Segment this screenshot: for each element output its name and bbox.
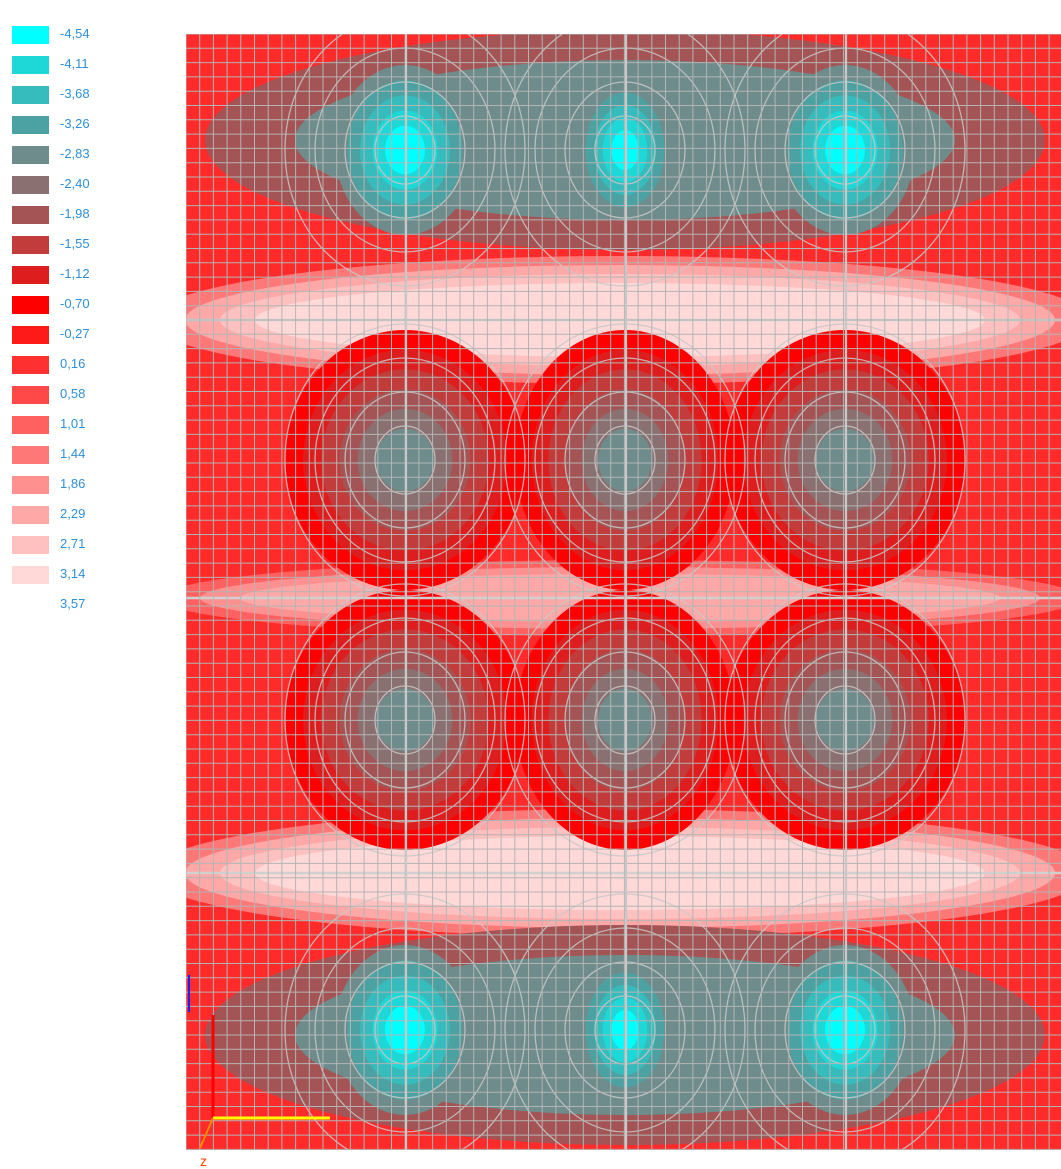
- mesh-grid: [186, 34, 1061, 1150]
- legend-swatch: [12, 566, 49, 584]
- legend-swatch: [12, 326, 49, 344]
- legend-label: 1,01: [60, 416, 86, 431]
- legend-label: -2,40: [60, 176, 90, 191]
- legend-swatch: [12, 206, 49, 224]
- legend-label: 0,58: [60, 386, 86, 401]
- axis-z: [199, 1117, 214, 1149]
- coordinate-axes: z: [199, 1015, 330, 1169]
- legend-swatch: [12, 446, 49, 464]
- legend-label: -3,68: [60, 86, 90, 101]
- legend-swatch: [12, 86, 49, 104]
- legend-swatch: [12, 116, 49, 134]
- legend-swatch: [12, 416, 49, 434]
- legend-swatch: [12, 296, 49, 314]
- legend-swatch: [12, 386, 49, 404]
- legend-label: 1,86: [60, 476, 86, 491]
- legend-label: 0,16: [60, 356, 86, 371]
- legend-swatch: [12, 26, 49, 44]
- legend-label: -1,98: [60, 206, 90, 221]
- legend-label: 2,71: [60, 536, 86, 551]
- legend-label: 2,29: [60, 506, 86, 521]
- legend-swatch: [12, 176, 49, 194]
- legend-swatch: [12, 236, 49, 254]
- legend-label: -4,11: [60, 56, 89, 71]
- legend-label: -0,27: [60, 326, 90, 341]
- legend-label: -4,54: [60, 26, 90, 41]
- legend-swatch: [12, 476, 49, 494]
- legend-swatch: [12, 356, 49, 374]
- legend-swatch: [12, 536, 49, 554]
- legend-swatch: [12, 266, 49, 284]
- legend-label: -3,26: [60, 116, 90, 131]
- color-legend: -4,54 -4,11 -3,68 -3,26 -2,83 -2,40 -1,98 -1,55…: [0, 0, 140, 620]
- legend-swatch: [12, 56, 49, 74]
- legend-swatch: [12, 506, 49, 524]
- legend-swatch: [12, 146, 49, 164]
- legend-label: -2,83: [60, 146, 90, 161]
- legend-label: -1,55: [60, 236, 90, 251]
- legend-label: 3,57: [60, 596, 86, 611]
- legend-label: 1,44: [60, 446, 86, 461]
- legend-label: -1,12: [60, 266, 90, 281]
- axis-z-label: z: [200, 1153, 207, 1169]
- legend-label: -0,70: [60, 296, 90, 311]
- legend-label: 3,14: [60, 566, 86, 581]
- plot-area: [186, 34, 1061, 1150]
